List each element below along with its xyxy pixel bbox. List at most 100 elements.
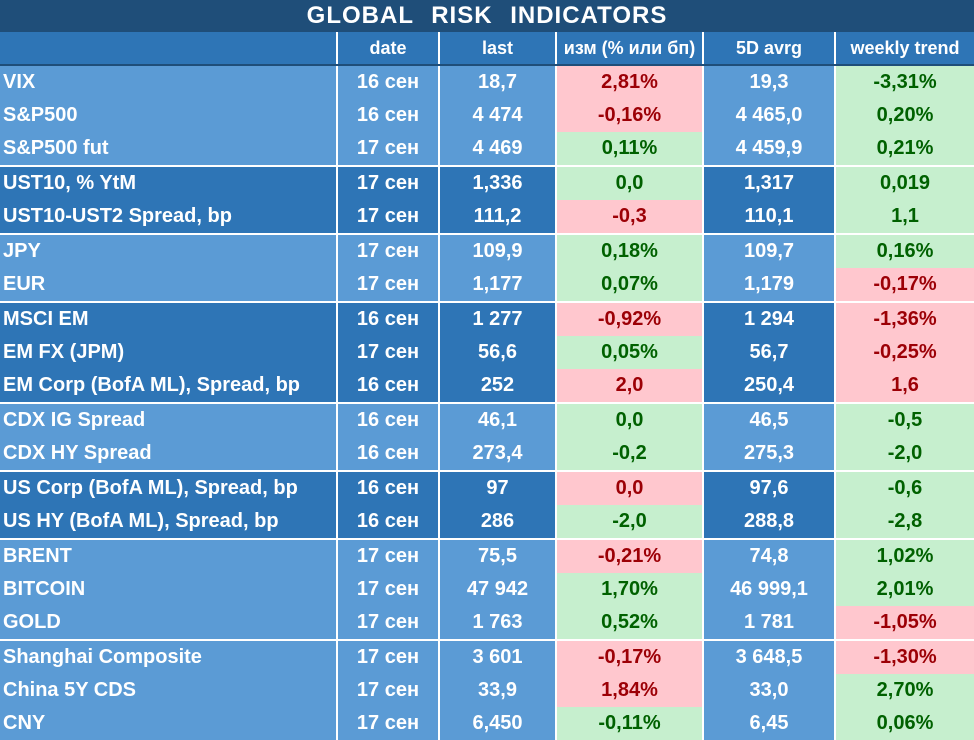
weekly-trend-cell: 1,1 xyxy=(836,200,974,233)
weekly-trend-cell: 0,20% xyxy=(836,99,974,132)
table-row: S&P500 16 сен 4 474 -0,16% 4 465,0 0,20% xyxy=(0,99,974,132)
date-cell: 16 сен xyxy=(338,437,440,470)
group-separator xyxy=(0,470,974,472)
indicator-name: S&P500 xyxy=(0,99,338,132)
table-header: date last изм (% или бп) 5D avrg weekly … xyxy=(0,32,974,64)
group-separator xyxy=(0,402,974,404)
table-row: GOLD 17 сен 1 763 0,52% 1 781 -1,05% xyxy=(0,606,974,639)
avg-5d-cell: 46,5 xyxy=(704,404,836,437)
date-cell: 17 сен xyxy=(338,674,440,707)
change-cell: 1,70% xyxy=(557,573,704,606)
avg-5d-cell: 56,7 xyxy=(704,336,836,369)
indicator-name: EUR xyxy=(0,268,338,301)
avg-5d-cell: 1 294 xyxy=(704,303,836,336)
avg-5d-cell: 109,7 xyxy=(704,235,836,268)
weekly-trend-cell: 1,02% xyxy=(836,540,974,573)
last-value-cell: 56,6 xyxy=(440,336,557,369)
group-separator xyxy=(0,538,974,540)
avg-5d-cell: 275,3 xyxy=(704,437,836,470)
change-cell: -0,3 xyxy=(557,200,704,233)
weekly-trend-cell: -3,31% xyxy=(836,66,974,99)
table-row: JPY 17 сен 109,9 0,18% 109,7 0,16% xyxy=(0,235,974,268)
avg-5d-cell: 288,8 xyxy=(704,505,836,538)
table-row: S&P500 fut 17 сен 4 469 0,11% 4 459,9 0,21% xyxy=(0,132,974,165)
date-cell: 16 сен xyxy=(338,369,440,402)
indicator-name: CDX HY Spread xyxy=(0,437,338,470)
weekly-trend-cell: -1,30% xyxy=(836,641,974,674)
last-value-cell: 273,4 xyxy=(440,437,557,470)
last-value-cell: 252 xyxy=(440,369,557,402)
group-separator xyxy=(0,165,974,167)
avg-5d-cell: 1 781 xyxy=(704,606,836,639)
table-row: Shanghai Composite 17 сен 3 601 -0,17% 3 648… xyxy=(0,641,974,674)
weekly-trend-cell: -1,05% xyxy=(836,606,974,639)
avg-5d-cell: 19,3 xyxy=(704,66,836,99)
change-cell: -0,92% xyxy=(557,303,704,336)
date-cell: 16 сен xyxy=(338,66,440,99)
last-value-cell: 1,336 xyxy=(440,167,557,200)
avg-5d-cell: 3 648,5 xyxy=(704,641,836,674)
avg-5d-cell: 97,6 xyxy=(704,472,836,505)
date-cell: 17 сен xyxy=(338,336,440,369)
last-value-cell: 111,2 xyxy=(440,200,557,233)
weekly-trend-cell: 0,019 xyxy=(836,167,974,200)
weekly-trend-cell: 0,16% xyxy=(836,235,974,268)
weekly-trend-cell: -0,17% xyxy=(836,268,974,301)
date-cell: 17 сен xyxy=(338,200,440,233)
group-separator xyxy=(0,301,974,303)
header-weekly-trend: weekly trend xyxy=(850,38,960,58)
avg-5d-cell: 74,8 xyxy=(704,540,836,573)
change-cell: 2,0 xyxy=(557,369,704,402)
avg-5d-cell: 1,317 xyxy=(704,167,836,200)
last-value-cell: 4 474 xyxy=(440,99,557,132)
date-cell: 17 сен xyxy=(338,540,440,573)
last-value-cell: 109,9 xyxy=(440,235,557,268)
table-row: UST10-UST2 Spread, bp 17 сен 111,2 -0,3 110,… xyxy=(0,200,974,233)
indicator-name: China 5Y CDS xyxy=(0,674,338,707)
date-cell: 16 сен xyxy=(338,404,440,437)
weekly-trend-cell: 0,21% xyxy=(836,132,974,165)
header-5d-avg: 5D avrg xyxy=(704,32,836,64)
group-separator xyxy=(0,639,974,641)
change-cell: 0,11% xyxy=(557,132,704,165)
indicator-name: UST10-UST2 Spread, bp xyxy=(0,200,338,233)
table-row: BRENT 17 сен 75,5 -0,21% 74,8 1,02% xyxy=(0,540,974,573)
group-separator xyxy=(0,233,974,235)
indicator-name: UST10, % YtM xyxy=(0,167,338,200)
weekly-trend-cell: -0,5 xyxy=(836,404,974,437)
change-cell: 0,07% xyxy=(557,268,704,301)
last-value-cell: 1 277 xyxy=(440,303,557,336)
avg-5d-cell: 33,0 xyxy=(704,674,836,707)
avg-5d-cell: 250,4 xyxy=(704,369,836,402)
table-row: US HY (BofA ML), Spread, bp 16 сен 286 -2,0… xyxy=(0,505,974,538)
date-cell: 16 сен xyxy=(338,472,440,505)
indicator-name: US Corp (BofA ML), Spread, bp xyxy=(0,472,338,505)
date-cell: 16 сен xyxy=(338,505,440,538)
weekly-trend-cell: 0,06% xyxy=(836,707,974,740)
table-row: MSCI EM 16 сен 1 277 -0,92% 1 294 -1,36% xyxy=(0,303,974,336)
table-row: EM Corp (BofA ML), Spread, bp 16 сен 252 2,… xyxy=(0,369,974,402)
table-row: CDX HY Spread 16 сен 273,4 -0,2 275,3 -2,0 xyxy=(0,437,974,470)
change-cell: 2,81% xyxy=(557,66,704,99)
table-row: CDX IG Spread 16 сен 46,1 0,0 46,5 -0,5 xyxy=(0,404,974,437)
avg-5d-cell: 46 999,1 xyxy=(704,573,836,606)
indicator-name: S&P500 fut xyxy=(0,132,338,165)
last-value-cell: 75,5 xyxy=(440,540,557,573)
indicator-name: CNY xyxy=(0,707,338,740)
table-row: VIX 16 сен 18,7 2,81% 19,3 -3,31% xyxy=(0,66,974,99)
indicator-name: JPY xyxy=(0,235,338,268)
change-cell: -0,21% xyxy=(557,540,704,573)
change-cell: -0,2 xyxy=(557,437,704,470)
table-row: BITCOIN 17 сен 47 942 1,70% 46 999,1 2,01% xyxy=(0,573,974,606)
date-cell: 17 сен xyxy=(338,132,440,165)
change-cell: -0,17% xyxy=(557,641,704,674)
indicator-name: BITCOIN xyxy=(0,573,338,606)
weekly-trend-cell: 1,6 xyxy=(836,369,974,402)
avg-5d-cell: 110,1 xyxy=(704,200,836,233)
change-cell: -0,16% xyxy=(557,99,704,132)
date-cell: 17 сен xyxy=(338,641,440,674)
weekly-trend-cell: -0,25% xyxy=(836,336,974,369)
change-cell: 1,84% xyxy=(557,674,704,707)
weekly-trend-cell: -2,8 xyxy=(836,505,974,538)
indicator-name: Shanghai Composite xyxy=(0,641,338,674)
